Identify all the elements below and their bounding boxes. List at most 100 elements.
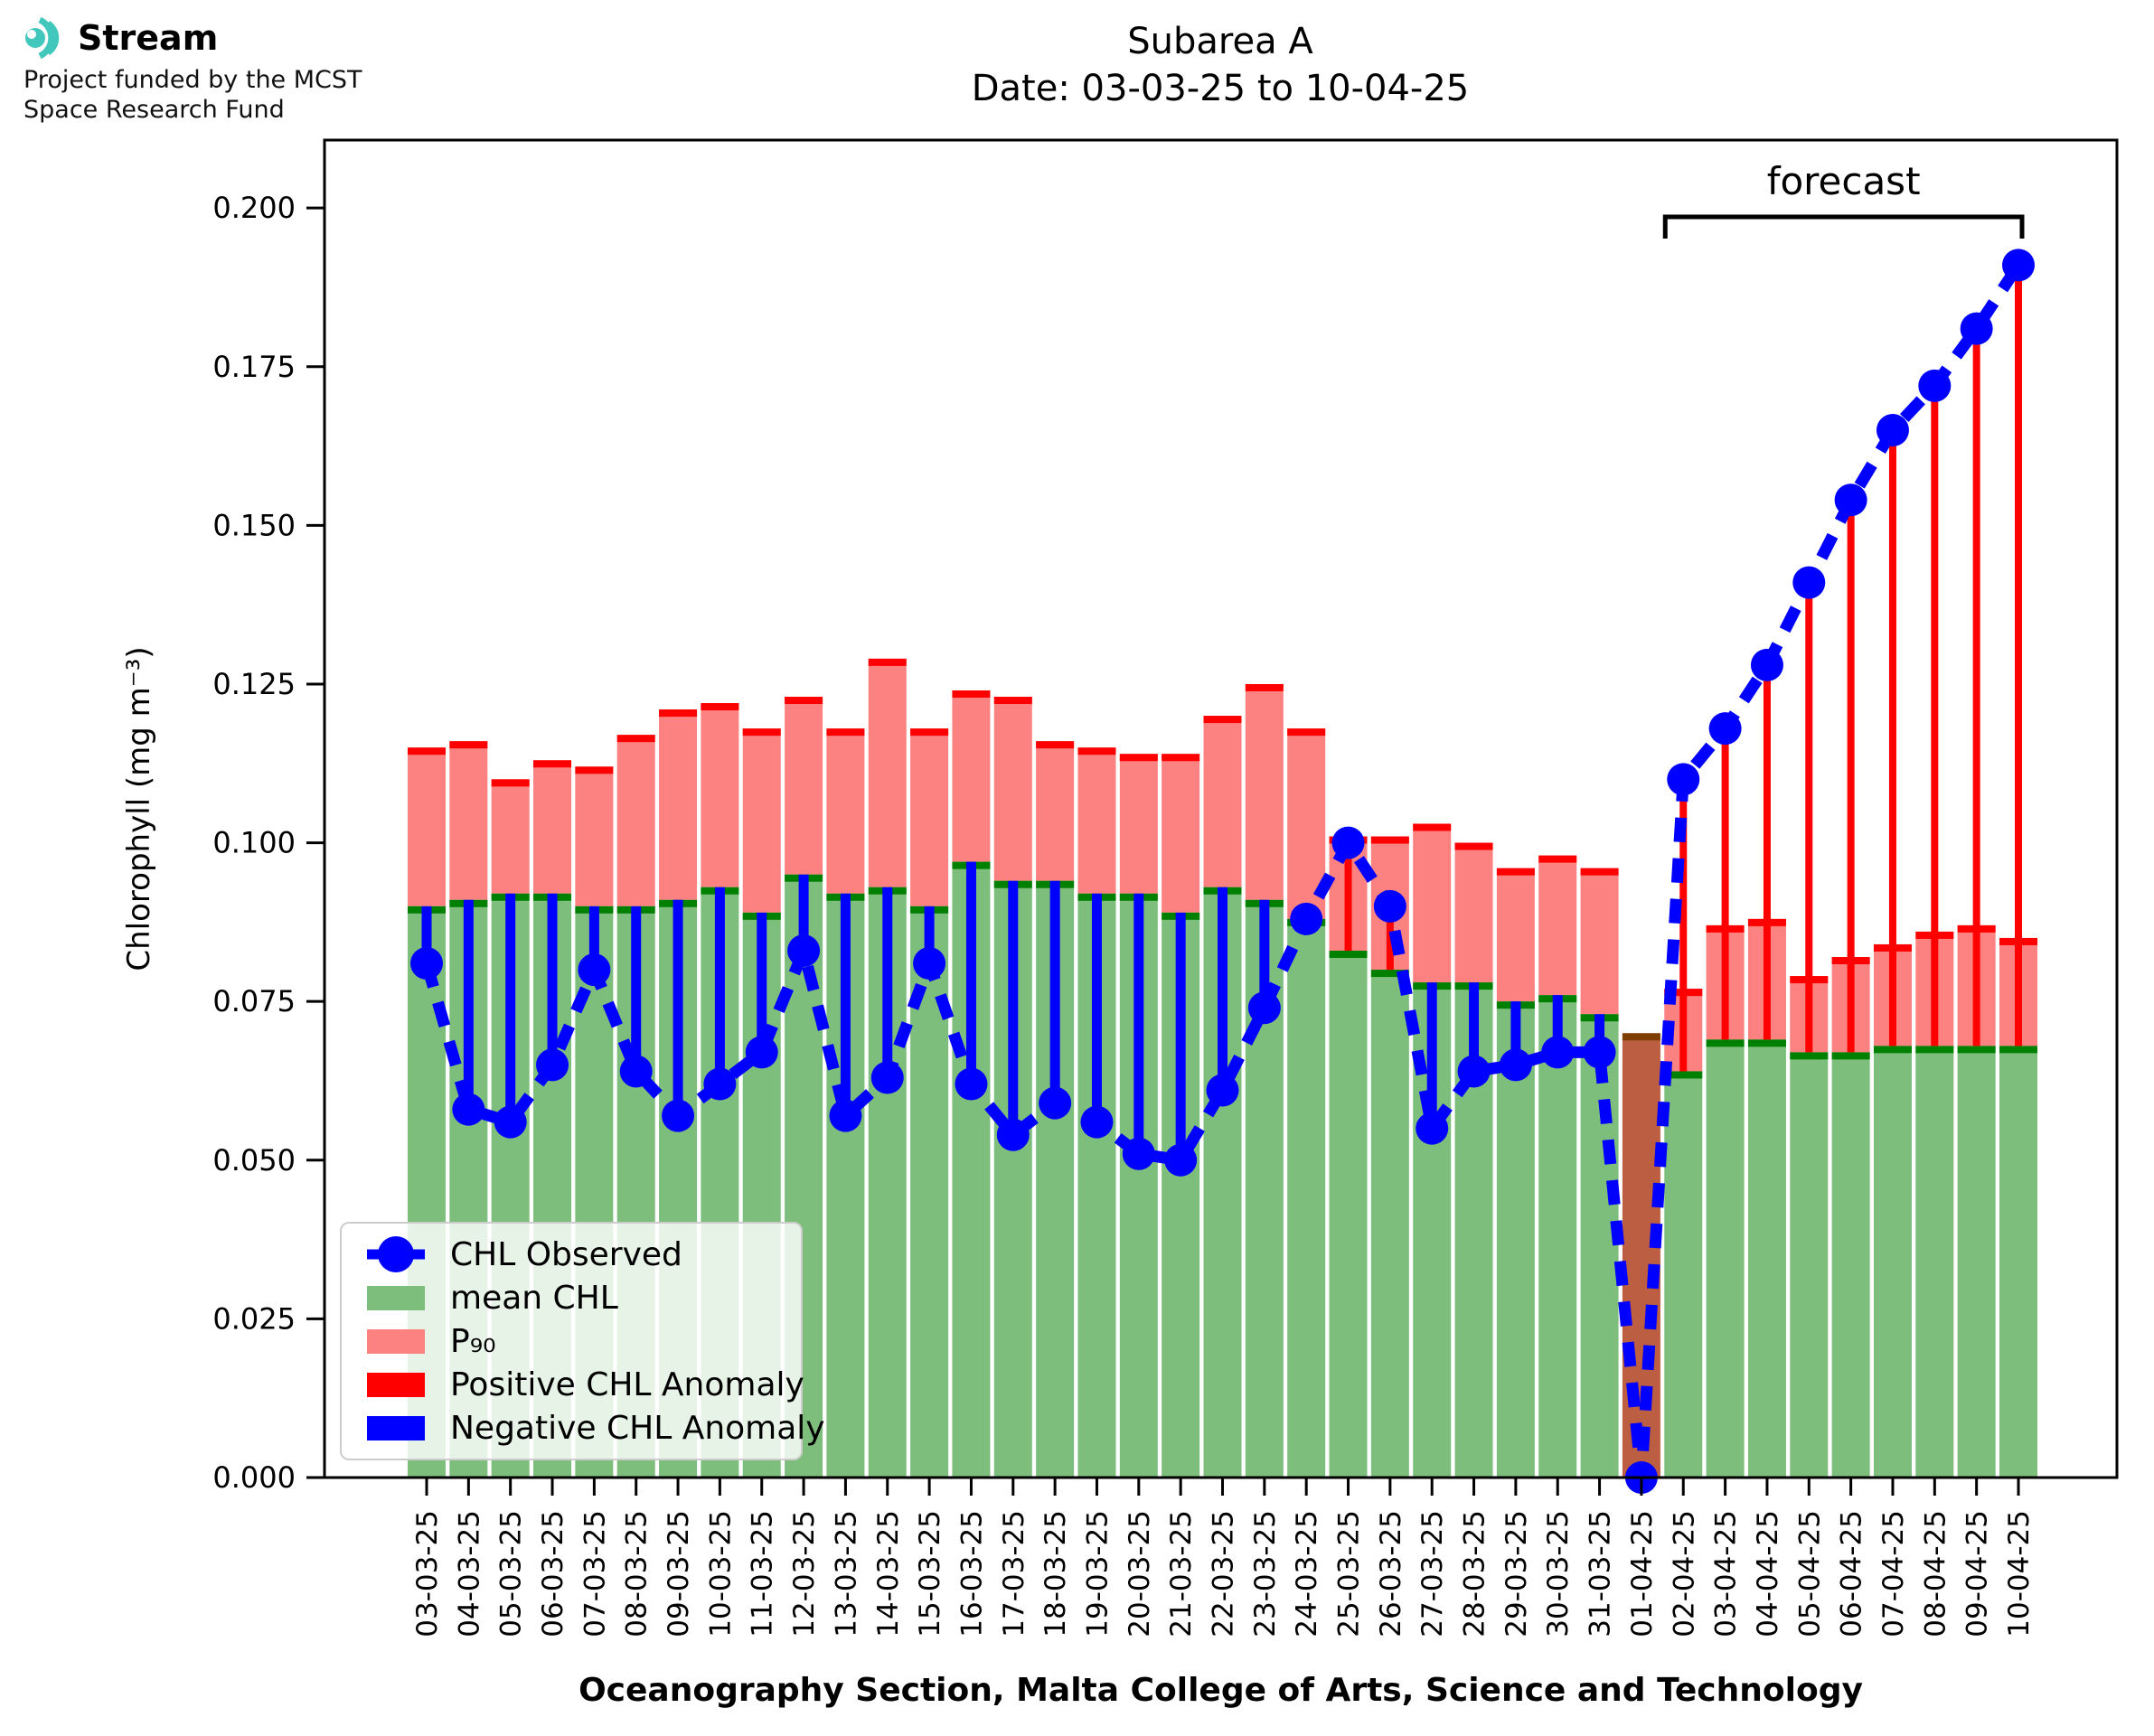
bar-p90 xyxy=(993,697,1032,881)
bar-p90 xyxy=(1203,716,1242,887)
bar-mean-chl xyxy=(1287,918,1326,1478)
bar-mean-chl-cap xyxy=(1706,1039,1745,1047)
bar-p90-cap xyxy=(826,728,865,737)
observed-dot xyxy=(494,1105,527,1139)
bar-p90-cap xyxy=(742,728,781,737)
legend-marker-rect xyxy=(365,1285,427,1310)
bar-p90 xyxy=(1077,747,1116,894)
observed-dot xyxy=(913,947,946,981)
bar-p90 xyxy=(785,697,823,875)
observed-dot xyxy=(1750,648,1783,681)
y-tick-label: 0.175 xyxy=(212,350,296,384)
legend-label: mean CHL xyxy=(450,1279,618,1317)
bar-p90-cap xyxy=(1413,823,1452,831)
x-tick-label: 06-04-25 xyxy=(1836,1510,1868,1637)
bar-p90-cap xyxy=(785,697,823,705)
observed-dot xyxy=(578,953,611,987)
bar-p90 xyxy=(1162,754,1200,913)
bar-mean-chl xyxy=(1999,1046,2037,1478)
bar-p90-cap xyxy=(1036,741,1075,749)
x-tick-label: 22-03-25 xyxy=(1207,1510,1239,1637)
bar-p90 xyxy=(408,747,446,906)
observed-dot xyxy=(1499,1048,1532,1082)
x-tick-label: 25-03-25 xyxy=(1333,1510,1366,1637)
forecast-label: forecast xyxy=(1767,159,1921,203)
observed-dot xyxy=(1039,1086,1072,1120)
x-tick-label: 14-03-25 xyxy=(872,1510,905,1637)
bar-p90 xyxy=(616,735,655,906)
anomaly-layer xyxy=(421,265,2022,1160)
bar-p90 xyxy=(868,658,907,887)
legend-label: P₉₀ xyxy=(450,1322,496,1360)
observed-dot xyxy=(1918,369,1952,402)
observed-points xyxy=(410,249,2035,1494)
observed-dot xyxy=(787,934,821,967)
legend-item: Negative CHL Anomaly xyxy=(365,1406,825,1450)
x-tick-label: 02-04-25 xyxy=(1668,1510,1700,1637)
legend-item: CHL Observed xyxy=(365,1233,801,1276)
x-tick-label: 07-03-25 xyxy=(578,1510,611,1637)
observed-dot xyxy=(452,1093,485,1126)
logo-subtitle-line1: Project funded by the MCST xyxy=(24,66,362,94)
x-tick-label: 03-04-25 xyxy=(1710,1510,1743,1637)
bar-mean-chl xyxy=(1747,1039,1786,1478)
bar-mean-chl xyxy=(1706,1039,1745,1478)
bar-mean-chl-cap xyxy=(1370,970,1409,978)
observed-dot xyxy=(829,1099,862,1132)
x-tick-label: 15-03-25 xyxy=(914,1510,946,1637)
observed-dot xyxy=(703,1067,737,1101)
legend-marker-rect xyxy=(365,1328,427,1354)
bar-p90-cap xyxy=(408,747,446,755)
x-tick-label: 08-04-25 xyxy=(1919,1510,1952,1637)
bar-mean-chl xyxy=(1370,970,1409,1478)
observed-dot xyxy=(1164,1143,1198,1177)
bar-p90-cap xyxy=(1162,754,1200,762)
legend-marker-rect xyxy=(365,1415,427,1440)
bar-p90-cap xyxy=(1454,842,1493,850)
observed-dot xyxy=(1290,902,1323,935)
bar-p90 xyxy=(575,766,614,906)
bar-mean-chl-cap xyxy=(1999,1046,2037,1054)
x-tick-label: 08-03-25 xyxy=(621,1510,654,1637)
x-tick-label: 21-03-25 xyxy=(1165,1510,1198,1637)
axes: 0.000 0.025 0.050 0.075 0.100 0.125 0.150 0.175… xyxy=(121,138,2119,1709)
x-tick-label: 10-04-25 xyxy=(2003,1510,2036,1637)
legend-item: P₉₀ xyxy=(365,1319,801,1363)
observed-dot xyxy=(1583,1036,1616,1069)
bar-p90-cap xyxy=(1287,728,1326,737)
bar-p90 xyxy=(701,703,739,887)
bar-p90 xyxy=(910,728,949,906)
bar-p90 xyxy=(1119,754,1158,894)
forecast-annotation: forecast xyxy=(1662,159,2025,239)
bar-mean-chl-cap xyxy=(1747,1039,1786,1047)
bar-p90-cap xyxy=(1538,855,1577,863)
bar-p90 xyxy=(742,728,781,913)
observed-dot xyxy=(1206,1074,1239,1107)
x-tick-label: 13-03-25 xyxy=(830,1510,862,1637)
y-tick-label: 0.200 xyxy=(212,191,296,225)
observed-dot xyxy=(1373,889,1406,923)
x-tick-label: 29-03-25 xyxy=(1500,1510,1533,1637)
bar-p90-cap xyxy=(491,779,530,787)
bar-p90-cap xyxy=(952,690,991,698)
observed-dot xyxy=(1247,991,1281,1025)
plot-border xyxy=(323,138,2119,1479)
observed-dot xyxy=(1331,826,1365,859)
x-tick-label: 10-03-25 xyxy=(704,1510,737,1637)
bar-p90-cap xyxy=(993,697,1032,705)
stream-wave-icon xyxy=(25,16,60,60)
x-tick-label: 04-04-25 xyxy=(1752,1510,1784,1637)
y-tick-label: 0.150 xyxy=(212,508,296,542)
observed-dot xyxy=(955,1067,988,1101)
bar-p90 xyxy=(449,741,488,900)
observed-dot xyxy=(1834,483,1867,517)
chart-title: Subarea A Date: 03-03-25 to 10-04-25 xyxy=(972,18,1470,112)
bar-p90 xyxy=(491,779,530,894)
bar-p90-cap xyxy=(1077,747,1116,755)
chart-title-line1: Subarea A xyxy=(1127,21,1313,62)
x-tick-label: 26-03-25 xyxy=(1375,1510,1407,1637)
bar-p90-cap xyxy=(659,709,698,718)
bar-p90 xyxy=(1413,823,1452,983)
